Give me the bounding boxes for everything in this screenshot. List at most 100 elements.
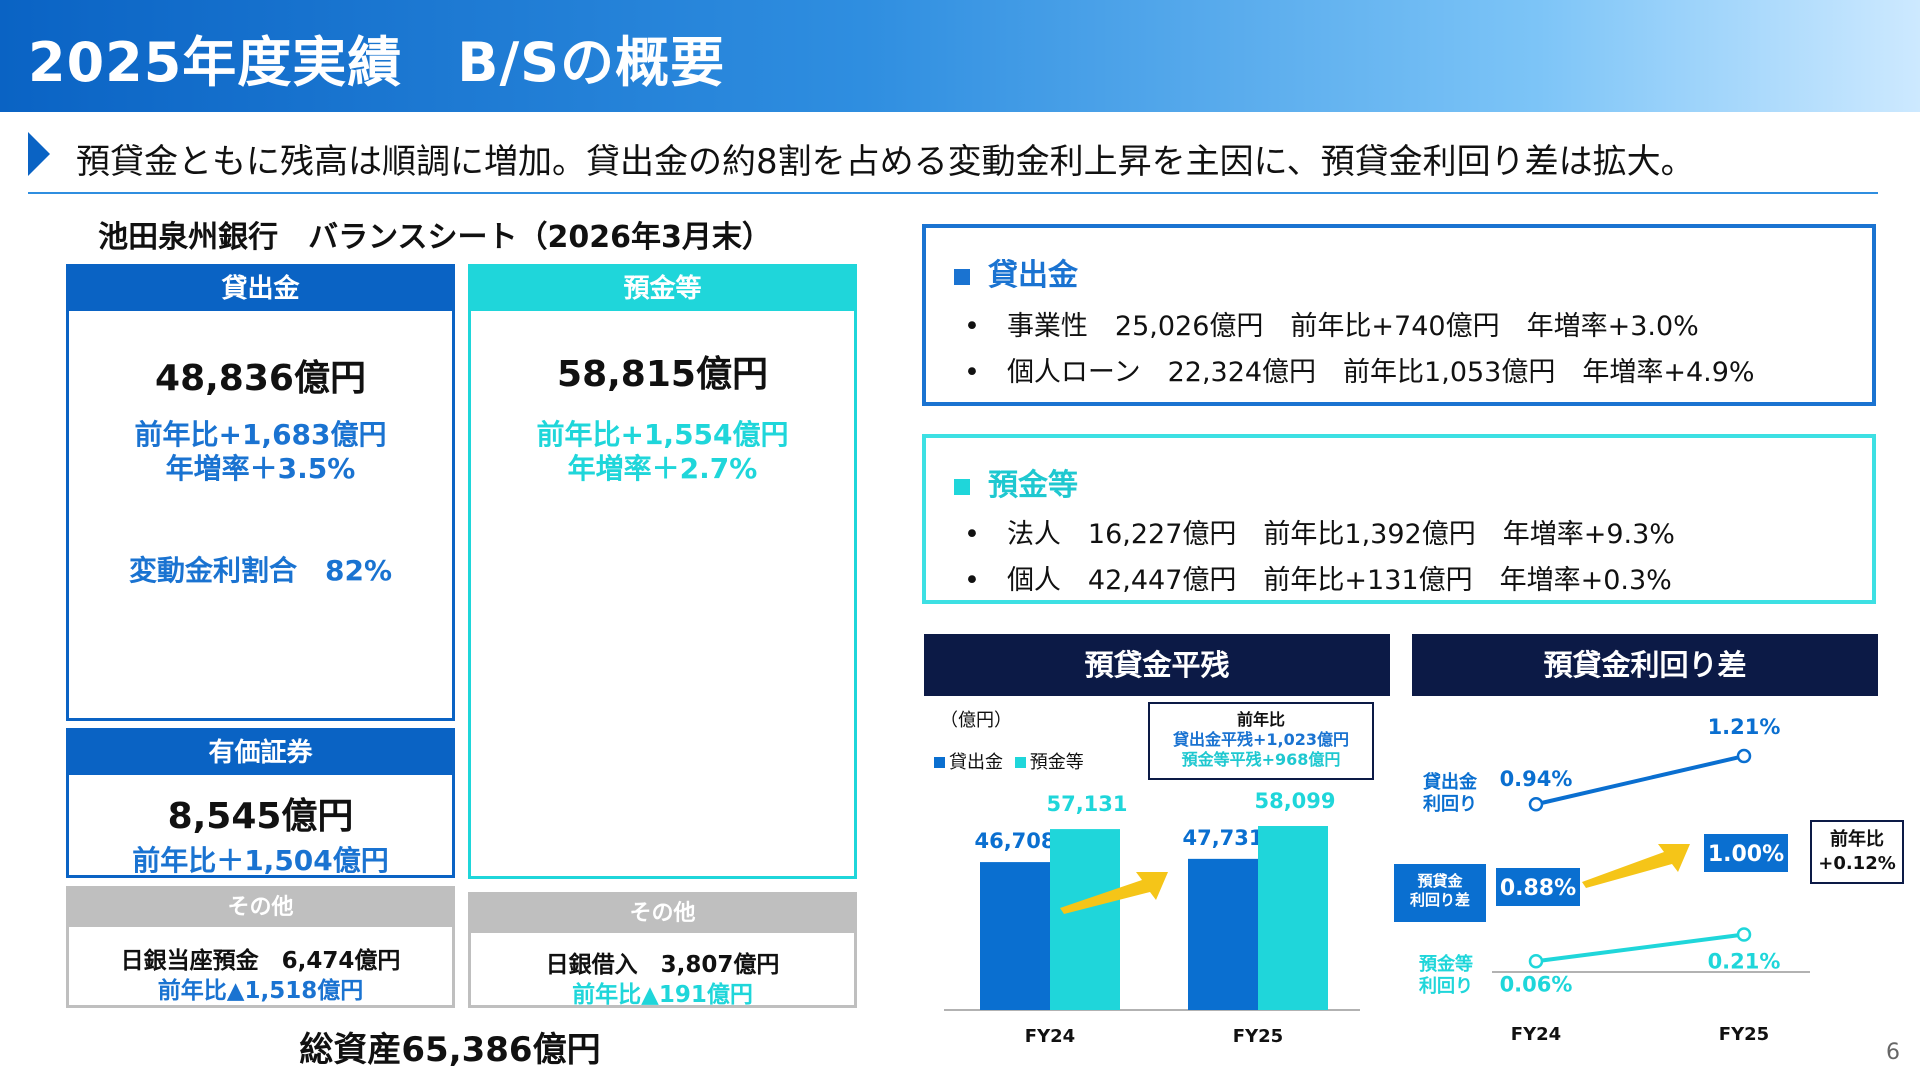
loans-box-header: 貸出金 xyxy=(69,267,452,311)
loans-box: 貸出金 48,836億円 前年比+1,683億円 年増率＋3.5% 変動金利割合… xyxy=(66,264,455,721)
spread-callout-title: 前年比 xyxy=(1830,829,1884,850)
point-label: 0.21% xyxy=(1708,950,1781,974)
deposits-detail-box: 預金等 • 法人 16,227億円 前年比1,392億円 年増率+9.3% • … xyxy=(922,434,1876,604)
loan-yield-label: 貸出金利回り xyxy=(1423,771,1478,815)
balance-sheet-title: 池田泉州銀行 バランスシート（2026年3月末） xyxy=(98,220,772,255)
page-number: 6 xyxy=(1886,1040,1900,1065)
point-label: 0.94% xyxy=(1500,767,1573,791)
header-banner xyxy=(0,0,1920,112)
deposits-detail-item-text: 個人 42,447億円 前年比+131億円 年増率+0.3% xyxy=(1006,565,1672,596)
loans-variable-ratio: 変動金利割合 82% xyxy=(128,554,393,587)
other-assets-line2: 前年比▲1,518億円 xyxy=(157,978,364,1004)
other-liabilities-box: その他 日銀借入 3,807億円 前年比▲191億円 xyxy=(468,892,857,1008)
deposits-yoy: 前年比+1,554億円 xyxy=(536,418,789,451)
deposits-detail-item-text: 法人 16,227億円 前年比1,392億円 年増率+9.3% xyxy=(1006,519,1675,550)
spread-callout-value: +0.12% xyxy=(1818,853,1896,874)
other-liabilities-line2: 前年比▲191億円 xyxy=(572,982,753,1008)
deposits-detail-title: 預金等 xyxy=(954,460,1078,504)
other-liabilities-header: その他 xyxy=(471,895,854,933)
spread-line-chart: 0.94% 1.21% 0.06% 0.21% 0.88% 1.00% FY24 FY25 貸出… xyxy=(1394,715,1810,1045)
point-label: 1.21% xyxy=(1708,715,1781,739)
series-point xyxy=(1736,748,1752,764)
deposits-detail-item: • 個人 42,447億円 前年比+131億円 年増率+0.3% xyxy=(964,558,1672,597)
other-liabilities-line1: 日銀借入 3,807億円 xyxy=(545,952,780,978)
loans-detail-item: • 個人ローン 22,324億円 前年比1,053億円 年増率+4.9% xyxy=(964,350,1755,389)
page-title: 2025年度実績 B/Sの概要 xyxy=(28,31,726,94)
balance-callout-title: 前年比 xyxy=(1236,710,1285,729)
bar xyxy=(1188,858,1258,1010)
legend-deposit-label: 預金等 xyxy=(1029,752,1084,773)
x-tick-label: FY24 xyxy=(1511,1024,1561,1045)
spread-badge xyxy=(1496,868,1580,906)
bar-value-label: 58,099 xyxy=(1254,789,1335,813)
balance-callout-line1: 貸出金平残+1,023億円 xyxy=(1172,730,1350,749)
bullet-dot-icon: • xyxy=(964,357,980,388)
spread-badge xyxy=(1704,834,1788,872)
legend-deposit-swatch-icon xyxy=(1014,757,1026,768)
spread-chart-title: 預貸金利回り差 xyxy=(1412,634,1878,696)
securities-amount: 8,545億円 xyxy=(167,796,354,837)
deposits-detail-item: • 法人 16,227億円 前年比1,392億円 年増率+9.3% xyxy=(964,512,1675,551)
other-assets-header: その他 xyxy=(69,889,452,927)
spread-side-label-bg xyxy=(1394,864,1486,922)
x-tick-label: FY24 xyxy=(1025,1026,1075,1047)
series-line xyxy=(1535,932,1745,964)
deposits-box: 預金等 58,815億円 前年比+1,554億円 年増率＋2.7% xyxy=(468,264,857,879)
balance-chart-title: 預貸金平残 xyxy=(924,634,1390,696)
growth-arrow-icon xyxy=(1582,844,1690,888)
loans-detail-item-text: 個人ローン 22,324億円 前年比1,053億円 年増率+4.9% xyxy=(1006,357,1755,388)
lead-text: 預貸金ともに残高は順調に増加。貸出金の約8割を占める変動金利上昇を主因に、預貸金… xyxy=(76,142,1695,182)
x-tick-label: FY25 xyxy=(1719,1024,1769,1045)
bullet-dot-icon: • xyxy=(964,565,980,596)
loans-detail-title-text: 貸出金 xyxy=(988,258,1078,293)
legend-loan-label: 貸出金 xyxy=(949,752,1003,773)
bullet-dot-icon: • xyxy=(964,519,980,550)
lead-triangle-icon xyxy=(28,132,50,176)
series-point xyxy=(1528,796,1544,812)
other-assets-box: その他 日銀当座預金 6,474億円 前年比▲1,518億円 xyxy=(66,886,455,1008)
loans-amount: 48,836億円 xyxy=(155,358,366,399)
securities-box: 有価証券 8,545億円 前年比＋1,504億円 xyxy=(66,728,455,878)
balance-bar-chart: 46,708 57,131 FY24 47,731 58,099 FY25 xyxy=(944,789,1360,1047)
loans-detail-item: • 事業性 25,026億円 前年比+740億円 年増率+3.0% xyxy=(964,304,1699,343)
bullet-dot-icon: • xyxy=(964,311,980,342)
deposits-box-header: 預金等 xyxy=(471,267,854,311)
loans-growth: 年増率＋3.5% xyxy=(165,452,356,485)
bar xyxy=(1258,826,1328,1010)
spread-side-label: 預貸金利回り差 xyxy=(1410,872,1470,909)
spread-badge-label: 1.00% xyxy=(1708,842,1784,867)
bar-value-label: 46,708 xyxy=(974,829,1055,853)
deposits-amount: 58,815億円 xyxy=(557,354,768,395)
legend-loan-swatch-icon xyxy=(934,757,945,768)
deposit-yield-label: 預金等利回り xyxy=(1419,953,1473,997)
bar-value-label: 47,731 xyxy=(1182,826,1263,850)
deposits-detail-title-text: 預金等 xyxy=(988,468,1078,503)
bar xyxy=(980,862,1050,1010)
lead-divider xyxy=(28,192,1878,194)
square-bullet-icon xyxy=(954,268,970,285)
securities-yoy: 前年比＋1,504億円 xyxy=(132,844,389,877)
growth-arrow-icon xyxy=(1060,872,1168,914)
balance-chart-unit: （億円） xyxy=(940,710,1012,731)
other-assets-line1: 日銀当座預金 6,474億円 xyxy=(120,948,401,974)
bar xyxy=(1050,829,1120,1010)
balance-callout-line2: 預金等平残+968億円 xyxy=(1181,750,1341,769)
spread-callout: 前年比 +0.12% xyxy=(1810,820,1904,884)
balance-chart-legend: 貸出金 預金等 xyxy=(934,748,1084,774)
loans-detail-item-text: 事業性 25,026億円 前年比+740億円 年増率+3.0% xyxy=(1006,311,1699,342)
securities-box-header: 有価証券 xyxy=(69,731,452,775)
loans-detail-title: 貸出金 xyxy=(954,250,1078,294)
series-point xyxy=(1736,927,1752,942)
deposits-growth: 年増率＋2.7% xyxy=(567,452,758,485)
bar-value-label: 57,131 xyxy=(1046,792,1127,816)
total-assets: 総資産65,386億円 xyxy=(299,1030,601,1070)
loans-yoy: 前年比+1,683億円 xyxy=(134,418,387,451)
balance-callout: 前年比 貸出金平残+1,023億円 預金等平残+968億円 xyxy=(1148,702,1374,780)
series-point xyxy=(1528,954,1544,969)
x-tick-label: FY25 xyxy=(1233,1026,1283,1047)
spread-badge-label: 0.88% xyxy=(1500,876,1576,901)
point-label: 0.06% xyxy=(1500,972,1573,996)
series-line xyxy=(1535,754,1745,807)
square-bullet-icon xyxy=(954,478,970,495)
loans-detail-box: 貸出金 • 事業性 25,026億円 前年比+740億円 年増率+3.0% • … xyxy=(922,224,1876,406)
